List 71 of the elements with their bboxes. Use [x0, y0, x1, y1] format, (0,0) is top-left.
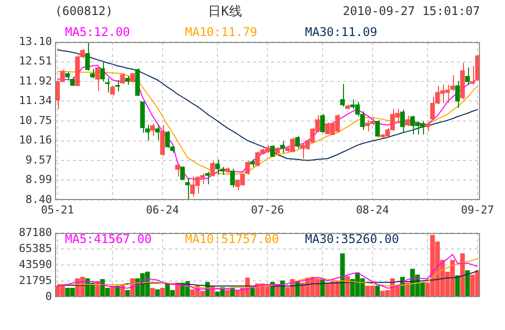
y-tick-label: 43590	[18, 258, 52, 271]
bar	[455, 275, 460, 297]
text: MA5:12.00	[65, 25, 130, 40]
text: MA10:51757.00	[185, 232, 279, 246]
candlestick	[405, 115, 410, 127]
candlestick	[340, 84, 345, 108]
candlestick	[270, 144, 275, 158]
candlestick	[320, 114, 325, 134]
bar	[115, 286, 120, 297]
bar	[125, 290, 130, 297]
candlestick	[70, 76, 75, 87]
y-tick-label: 8.40	[26, 192, 52, 206]
candlestick	[210, 160, 215, 177]
candlestick	[90, 68, 95, 79]
text: 2010-09-27 15:01:07	[342, 4, 480, 18]
bar	[150, 288, 155, 297]
x-tick-label: 07-26	[250, 203, 284, 216]
y-tick-label: 87180	[18, 226, 52, 239]
candlestick	[180, 166, 185, 180]
bar	[250, 288, 255, 297]
candlestick	[375, 120, 380, 138]
candlestick	[130, 72, 135, 83]
bar	[375, 286, 380, 297]
x-tick-label: 05-21	[40, 203, 74, 216]
candlestick	[455, 80, 460, 108]
candlestick	[95, 66, 100, 92]
bar	[225, 290, 230, 297]
chart-subtitle: 日K线	[208, 4, 242, 20]
y-tick-label: 11.92	[18, 74, 52, 88]
candlestick	[150, 123, 155, 137]
candlestick	[465, 67, 470, 86]
y-tick-label: 0	[45, 290, 52, 303]
y-tick-label: 10.75	[18, 114, 52, 127]
candlestick	[105, 77, 110, 93]
candlestick	[145, 124, 150, 141]
y-tick-label: 11.34	[18, 94, 52, 108]
x-tick-label: 06-24	[146, 203, 180, 216]
bar	[110, 286, 115, 297]
candlestick	[85, 42, 90, 72]
y-tick-label: 12.51	[18, 54, 52, 68]
chart-title: (600812)	[55, 4, 113, 18]
y-tick-label: 21795	[18, 274, 52, 287]
bar	[465, 270, 470, 297]
candlestick	[185, 178, 190, 200]
candlestick	[175, 164, 180, 177]
candlestick	[205, 171, 210, 185]
text: MA30:35260.00	[305, 232, 399, 246]
y-tick-label: 9.57	[26, 154, 52, 167]
text: MA10:11.79	[185, 25, 258, 40]
text: MA5:41567.00	[65, 232, 152, 246]
text: MA30:11.09	[305, 25, 378, 40]
y-tick-label: 65385	[18, 242, 52, 255]
bar	[160, 288, 165, 297]
candlestick	[400, 109, 405, 134]
candlestick	[110, 86, 115, 96]
y-tick-label: 13.10	[18, 34, 52, 48]
candlestick	[280, 140, 285, 154]
candlestick	[100, 60, 105, 82]
y-tick-label: 8.99	[26, 173, 52, 186]
candlestick	[115, 79, 120, 92]
bar	[405, 282, 410, 297]
bar	[460, 253, 465, 297]
y-tick-label: 10.16	[18, 134, 52, 147]
x-tick-label: 09-27	[460, 203, 494, 216]
candlestick	[230, 168, 235, 188]
candlestick	[295, 136, 300, 150]
bar	[155, 289, 160, 297]
candlestick	[155, 124, 160, 141]
x-tick-label: 08-24	[356, 203, 390, 216]
bar	[340, 253, 345, 297]
bar	[60, 286, 65, 297]
